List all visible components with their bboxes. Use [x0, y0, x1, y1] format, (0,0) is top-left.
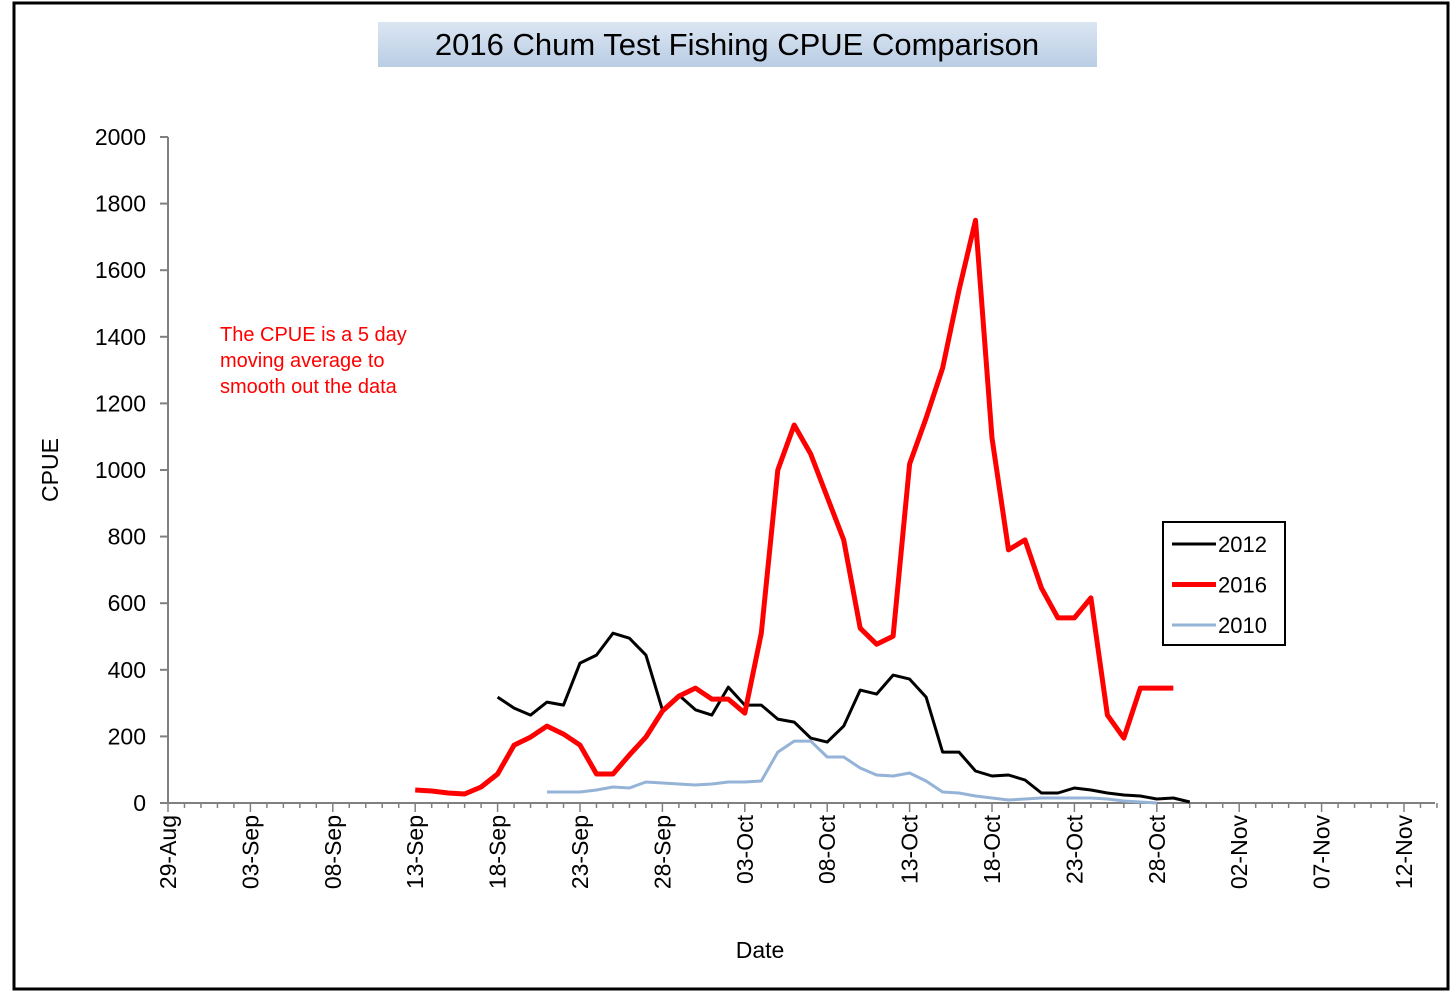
x-tick-label: 08-Oct [814, 814, 840, 884]
x-tick-label: 13-Oct [897, 814, 923, 884]
x-tick-label: 28-Oct [1144, 814, 1170, 884]
chart-frame [12, 1, 1450, 991]
y-tick-label: 400 [108, 657, 146, 683]
y-tick-label: 800 [108, 524, 146, 550]
y-tick-label: 2000 [95, 124, 146, 150]
x-tick-label: 03-Oct [732, 814, 758, 884]
y-tick-label: 600 [108, 590, 146, 616]
x-axis-label: Date [736, 937, 785, 963]
x-tick-label: 03-Sep [237, 815, 263, 889]
annotation-line: The CPUE is a 5 day [220, 324, 407, 346]
x-tick-label: 23-Sep [567, 815, 593, 889]
x-tick-label: 18-Oct [979, 814, 1005, 884]
x-tick-label: 23-Oct [1061, 814, 1087, 884]
legend-label: 2012 [1218, 532, 1267, 557]
legend-label: 2010 [1218, 613, 1267, 638]
series-line [496, 631, 1191, 804]
series-line [547, 739, 1157, 805]
x-tick-label: 08-Sep [320, 815, 346, 889]
x-tick-label: 07-Nov [1309, 815, 1335, 890]
title-background [378, 22, 1097, 67]
y-tick-label: 1200 [95, 390, 146, 416]
y-tick-label: 0 [133, 790, 146, 816]
annotation-line: smooth out the data [220, 376, 398, 398]
x-tick-label: 13-Sep [402, 815, 428, 889]
chart-title: 2016 Chum Test Fishing CPUE Comparison [435, 27, 1039, 62]
annotation: The CPUE is a 5 day moving average to smoo… [220, 324, 407, 398]
y-tick-label: 1600 [95, 257, 146, 283]
y-tick-label: 1000 [95, 457, 146, 483]
y-tick-label: 1400 [95, 324, 146, 350]
annotation-line: moving average to [220, 350, 385, 372]
x-tick-label: 29-Aug [155, 815, 181, 889]
legend-label: 2016 [1218, 573, 1267, 598]
x-tick-label: 02-Nov [1226, 815, 1252, 890]
y-tick-label: 200 [108, 723, 146, 749]
x-tick-label: 18-Sep [485, 815, 511, 889]
x-tick-label: 28-Sep [649, 815, 675, 889]
x-tick-label: 12-Nov [1391, 815, 1417, 890]
series-line [415, 217, 1174, 797]
y-axis-label: CPUE [37, 438, 63, 502]
y-tick-label: 1800 [95, 191, 146, 217]
